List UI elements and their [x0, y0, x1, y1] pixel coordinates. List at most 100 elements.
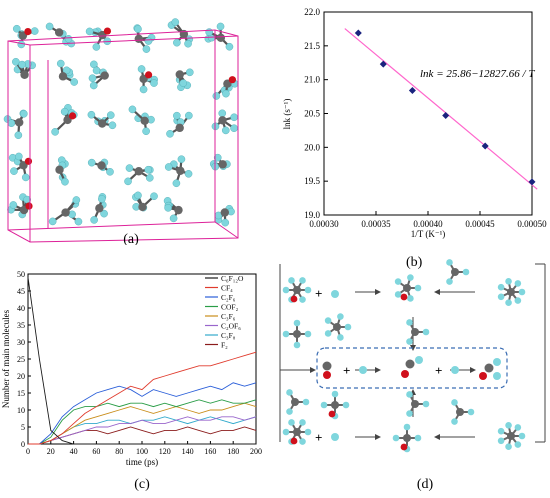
molecule — [165, 156, 192, 187]
series-line — [28, 403, 256, 444]
o-atom — [479, 372, 487, 380]
y-tick-label: 20.0 — [304, 142, 320, 152]
x-tick-label: 140 — [182, 447, 194, 456]
molecule — [89, 61, 109, 89]
x-tick-label: 0.00035 — [361, 219, 391, 229]
y-tick-label: 50 — [17, 270, 25, 279]
molecule-glyph — [286, 389, 309, 415]
x-tick-label: 40 — [70, 447, 78, 456]
y-tick-label: 5 — [21, 423, 25, 432]
molecule — [166, 112, 192, 137]
y-axis-label: Number of main molecules — [1, 309, 11, 408]
f-atom — [415, 356, 423, 364]
molecule — [212, 110, 238, 134]
o-atom — [323, 371, 331, 379]
molecule — [176, 69, 194, 91]
x-axis-label: 1/T (K⁻¹) — [411, 229, 446, 239]
x-tick-label: 120 — [159, 447, 171, 456]
y-tick-label: 40 — [17, 304, 25, 313]
molecule — [164, 197, 183, 222]
molecule — [91, 193, 108, 223]
svg-text:+: + — [435, 363, 442, 378]
y-tick-label: 21.0 — [304, 75, 320, 85]
legend-label: C₆F₁₂O — [221, 274, 244, 283]
legend-label: C₃F₆ — [221, 312, 236, 321]
x-tick-label: 0.00040 — [413, 219, 443, 229]
f-atom — [331, 290, 339, 298]
caption-a: (a) — [123, 232, 139, 245]
f-atom — [493, 372, 501, 380]
molecule — [88, 159, 113, 176]
y-tick-label: 22.0 — [304, 7, 320, 17]
molecular-box-illustration: (a) — [0, 0, 262, 245]
reaction-pathway-diagram: + + + + (d) — [275, 252, 550, 493]
x-tick-label: 0.00030 — [309, 219, 339, 229]
y-tick-label: 19.5 — [304, 176, 320, 186]
molecule-glyph — [406, 391, 429, 417]
data-point — [355, 29, 362, 36]
data-point — [380, 61, 387, 68]
x-tick-label: 20 — [47, 447, 55, 456]
x-tick-label: 200 — [250, 447, 262, 456]
molecule-glyph — [283, 277, 312, 303]
plot-frame — [324, 12, 532, 215]
molecule-cluster — [4, 18, 238, 226]
y-tick-label: 0 — [21, 440, 25, 449]
panel-a: (a) — [0, 0, 262, 245]
molecule — [88, 111, 116, 129]
series-line — [28, 383, 256, 444]
molecule — [55, 157, 68, 186]
y-tick-label: 20.5 — [304, 109, 320, 119]
y-tick-label: 20 — [17, 372, 25, 381]
c-atom — [485, 364, 494, 373]
molecule — [134, 25, 155, 53]
svg-text:+: + — [343, 363, 350, 378]
molecule-glyph — [451, 399, 474, 425]
data-point — [409, 87, 416, 94]
f-atom — [493, 358, 501, 366]
legend-label: CF₄ — [221, 284, 233, 293]
molecule — [9, 153, 32, 181]
f-atom — [359, 366, 367, 374]
o-atom — [401, 370, 409, 378]
c-atom — [406, 360, 415, 369]
x-tick-label: 160 — [204, 447, 216, 456]
molecule — [210, 154, 230, 170]
molecule — [215, 205, 235, 226]
x-tick-label: 180 — [227, 447, 239, 456]
plus-signs: + + + + — [315, 286, 442, 445]
y-tick-label: 30 — [17, 338, 25, 347]
c-atom — [323, 362, 332, 371]
legend-label: C₃F₈ — [221, 331, 236, 340]
molecule-glyph — [283, 320, 312, 349]
molecule — [4, 110, 27, 139]
molecule — [86, 27, 111, 50]
y-tick-label: 35 — [17, 321, 25, 330]
fit-equation: lnk = 25.86−12827.66 / T — [420, 68, 535, 80]
y-tick-label: 10 — [17, 406, 25, 415]
y-axis-label: lnk (s⁻¹) — [282, 99, 292, 130]
molecule — [49, 196, 82, 225]
data-point — [442, 112, 449, 119]
x-tick-label: 0 — [26, 447, 30, 456]
molecule-glyph — [283, 419, 312, 445]
molecule — [7, 194, 32, 219]
molecule — [213, 76, 239, 99]
x-axis-label: time (ps) — [126, 457, 158, 467]
molecule-glyph — [393, 424, 422, 453]
data-points — [355, 29, 536, 185]
caption-c: (c) — [134, 477, 150, 492]
fit-line — [345, 29, 537, 190]
molecule — [138, 65, 158, 93]
molecule-glyph — [321, 391, 350, 420]
molecule — [52, 104, 78, 135]
molecule-glyph — [395, 274, 421, 302]
molecule — [12, 58, 35, 79]
y-tick-label: 45 — [17, 287, 25, 296]
